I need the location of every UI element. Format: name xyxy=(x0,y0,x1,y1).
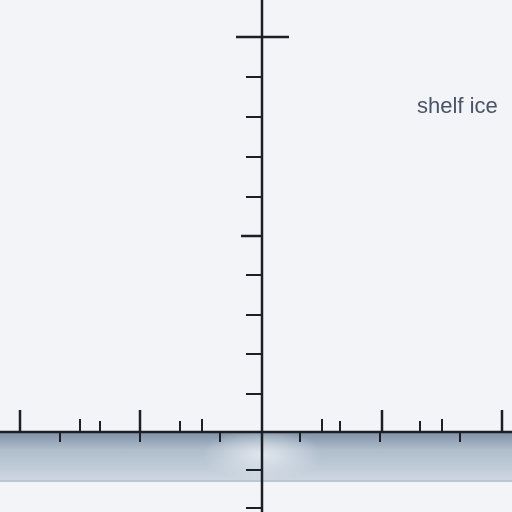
horizontal-ticks xyxy=(18,410,504,442)
shelf-ice-band xyxy=(0,429,512,482)
vertical-axis xyxy=(236,0,289,512)
shelf-ice-label: shelf ice xyxy=(417,93,498,118)
